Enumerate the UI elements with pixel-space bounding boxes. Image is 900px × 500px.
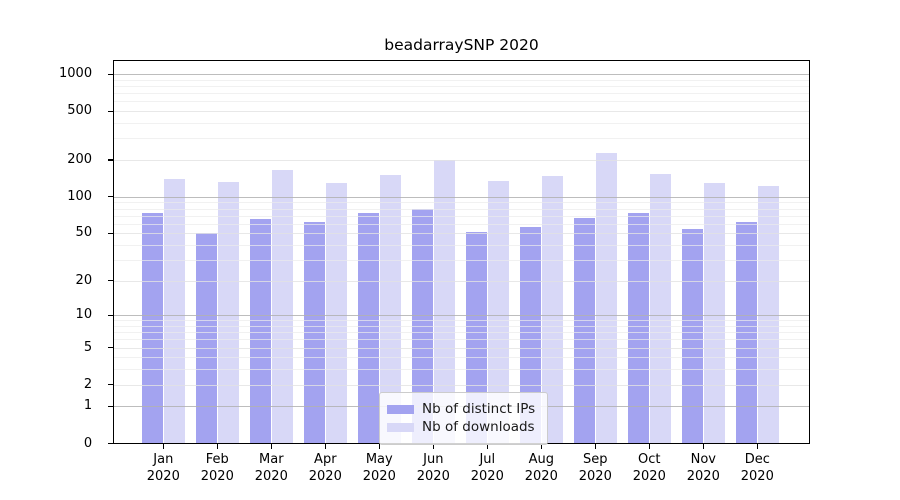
bar-nb-of-distinct-ips-sep-2020 (573, 217, 595, 444)
x-tick-label-sep-2020: Sep 2020 (578, 452, 612, 484)
y-tick-label-1: 1 (83, 398, 93, 414)
y-tick-label-0: 0 (83, 435, 93, 451)
gridline-200 (113, 159, 810, 161)
bar-nb-of-downloads-aug-2020 (541, 175, 563, 444)
x-tick-label-jan-2020: Jan 2020 (146, 452, 180, 484)
y-tick-label-20: 20 (75, 272, 93, 288)
gridline-500 (113, 111, 810, 113)
bar-nb-of-downloads-apr-2020 (325, 182, 347, 444)
y-tick-50 (108, 232, 113, 234)
legend-label-downloads: Nb of downloads (422, 419, 535, 435)
y-tick-label-10: 10 (75, 307, 93, 323)
x-tick-label-aug-2020: Aug 2020 (524, 452, 558, 484)
bar-nb-of-downloads-dec-2020 (757, 186, 779, 444)
bar-nb-of-downloads-may-2020 (379, 175, 401, 444)
x-tick-label-nov-2020: Nov 2020 (686, 452, 720, 484)
x-tick-feb-2020 (216, 444, 218, 449)
x-tick-label-apr-2020: Apr 2020 (308, 452, 342, 484)
y-tick-100 (108, 196, 113, 198)
gridline-600 (113, 101, 810, 103)
y-tick-500 (108, 110, 113, 112)
bar-nb-of-downloads-jul-2020 (487, 180, 509, 444)
bar-nb-of-downloads-jun-2020 (433, 159, 455, 444)
bar-nb-of-downloads-nov-2020 (703, 182, 725, 444)
y-tick-label-500: 500 (67, 103, 93, 119)
x-tick-label-oct-2020: Oct 2020 (632, 452, 666, 484)
x-tick-label-feb-2020: Feb 2020 (200, 452, 234, 484)
legend-swatch-distinct-ips (387, 404, 414, 414)
x-tick-oct-2020 (648, 444, 650, 449)
y-tick-0 (108, 442, 113, 445)
legend: Nb of distinct IPs Nb of downloads (379, 392, 548, 445)
gridline-300 (113, 138, 810, 140)
bar-nb-of-downloads-oct-2020 (649, 173, 671, 444)
x-tick-may-2020 (378, 444, 380, 449)
gridline-700 (113, 93, 810, 95)
plot-area: Nb of distinct IPs Nb of downloads 0 1 2 5 1… (59, 60, 810, 484)
bar-nb-of-distinct-ips-dec-2020 (735, 222, 757, 444)
legend-swatch-downloads (387, 422, 414, 432)
y-tick-label-50: 50 (75, 225, 93, 241)
bar-nb-of-downloads-jan-2020 (163, 179, 185, 444)
gridline-800 (113, 86, 810, 88)
x-tick-label-mar-2020: Mar 2020 (254, 452, 288, 484)
y-tick-1000 (108, 73, 113, 75)
x-tick-jan-2020 (162, 444, 164, 449)
gridline-1000 (113, 74, 810, 76)
y-tick-label-2: 2 (83, 376, 93, 392)
x-tick-aug-2020 (540, 444, 542, 449)
y-tick-2 (108, 384, 113, 386)
y-tick-10 (108, 314, 113, 316)
gridline-400 (113, 123, 810, 125)
y-tick-label-1000: 1000 (59, 66, 93, 82)
y-tick-5 (108, 347, 113, 349)
chart-title: beadarraySNP 2020 (384, 36, 539, 54)
legend-item-downloads: Nb of downloads (387, 419, 537, 435)
bar-nb-of-distinct-ips-jul-2020 (465, 232, 487, 444)
x-tick-label-may-2020: May 2020 (362, 452, 396, 484)
x-tick-apr-2020 (324, 444, 326, 449)
bar-nb-of-distinct-ips-feb-2020 (195, 233, 217, 444)
y-tick-label-100: 100 (67, 188, 93, 204)
legend-item-distinct-ips: Nb of distinct IPs (387, 401, 537, 417)
bar-nb-of-downloads-mar-2020 (271, 170, 293, 444)
gridline-900 (113, 79, 810, 81)
bar-nb-of-distinct-ips-oct-2020 (627, 212, 649, 444)
y-tick-20 (108, 280, 113, 282)
x-tick-sep-2020 (594, 444, 596, 449)
y-tick-label-200: 200 (67, 151, 93, 167)
bar-nb-of-distinct-ips-may-2020 (357, 213, 379, 444)
bar-nb-of-downloads-sep-2020 (595, 152, 617, 444)
x-tick-dec-2020 (756, 444, 758, 449)
x-tick-mar-2020 (270, 444, 272, 449)
y-tick-1 (108, 405, 113, 408)
y-tick-200 (108, 159, 113, 161)
bar-nb-of-distinct-ips-jan-2020 (141, 212, 163, 444)
bar-nb-of-distinct-ips-apr-2020 (303, 222, 325, 444)
y-tick-label-5: 5 (83, 339, 93, 355)
x-tick-label-jun-2020: Jun 2020 (416, 452, 450, 484)
bar-nb-of-distinct-ips-mar-2020 (249, 218, 271, 444)
bar-nb-of-downloads-feb-2020 (217, 182, 239, 444)
legend-label-distinct-ips: Nb of distinct IPs (422, 401, 536, 417)
x-tick-label-dec-2020: Dec 2020 (740, 452, 774, 484)
x-tick-label-jul-2020: Jul 2020 (470, 452, 504, 484)
x-tick-jun-2020 (432, 444, 434, 449)
x-tick-jul-2020 (486, 444, 488, 449)
bar-nb-of-distinct-ips-nov-2020 (681, 229, 703, 444)
x-tick-nov-2020 (702, 444, 704, 449)
